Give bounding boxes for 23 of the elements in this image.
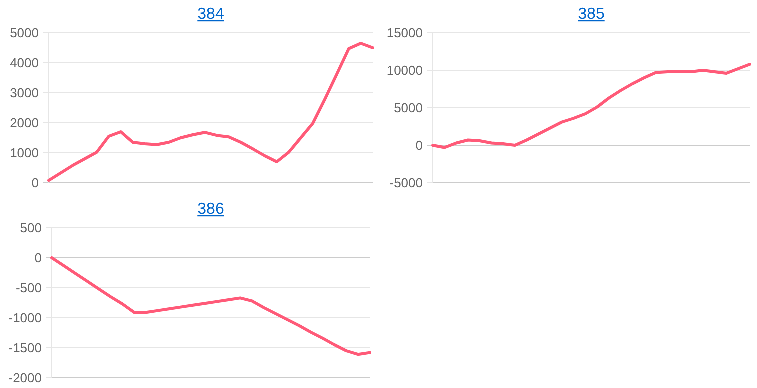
y-tick-label: 3000 <box>10 86 39 101</box>
chart-title: 385 <box>578 6 605 23</box>
y-tick-label: -2000 <box>8 370 42 386</box>
line-series <box>48 42 374 182</box>
y-tick-label: 0 <box>34 250 42 266</box>
y-tick-label: -1000 <box>8 310 42 326</box>
chart-title: 384 <box>198 6 224 23</box>
y-tick-label: 0 <box>416 138 423 154</box>
y-tick-label: 5000 <box>10 26 39 41</box>
y-tick-label: 15000 <box>386 26 423 41</box>
y-tick-label: -1500 <box>8 340 42 356</box>
chart-title: 386 <box>198 201 224 218</box>
y-tick-label: 0 <box>32 176 39 191</box>
y-tick-label: -500 <box>16 280 42 296</box>
y-tick-label: 10000 <box>386 63 423 78</box>
y-tick-label: 2000 <box>10 116 39 131</box>
y-tick-label: 500 <box>20 220 42 236</box>
y-tick-label: 5000 <box>394 100 423 116</box>
y-tick-label: 1000 <box>10 146 39 161</box>
line-series <box>50 256 372 356</box>
line-series <box>432 63 752 150</box>
y-tick-label: 4000 <box>10 56 39 71</box>
y-tick-label: -5000 <box>390 176 423 191</box>
